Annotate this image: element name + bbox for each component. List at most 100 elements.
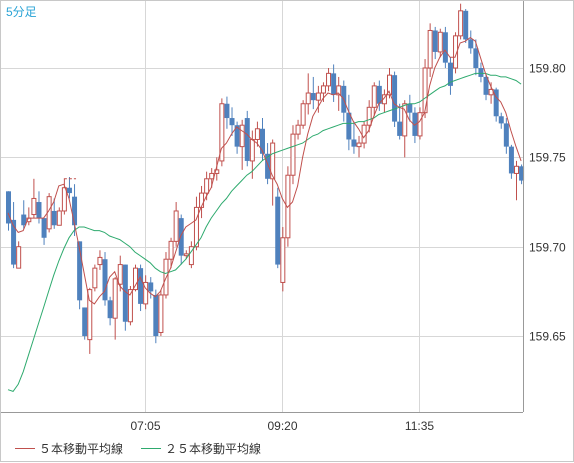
candle-body-down <box>508 146 514 174</box>
candle-body-down <box>346 112 352 140</box>
candle-body-up <box>254 128 260 140</box>
candle-body-up <box>188 246 194 266</box>
candle-body-up <box>305 92 311 105</box>
candle-body-up <box>173 210 179 242</box>
candle-body-up <box>168 240 174 260</box>
candle-body-down <box>473 48 479 69</box>
candle-body-down <box>122 264 128 322</box>
candle-body-up <box>249 138 255 162</box>
candle-body-down <box>72 196 78 226</box>
candle-body-up <box>437 31 443 53</box>
candle-body-up <box>427 29 433 69</box>
legend-line-ma5 <box>15 447 35 449</box>
candle-body-down <box>229 118 235 126</box>
candle-body-up <box>158 294 164 333</box>
candle-body-down <box>148 282 154 292</box>
candle-body-down <box>153 294 159 337</box>
candle-body-down <box>351 139 357 147</box>
candle-body-up <box>133 267 138 291</box>
candle-body-up <box>92 267 98 289</box>
candle-body-up <box>387 74 392 96</box>
candle-body-down <box>392 75 398 122</box>
candle-body-up <box>209 172 215 180</box>
candle-body-up <box>97 256 103 266</box>
candle-body-down <box>407 103 413 113</box>
candle-body-down <box>107 300 113 319</box>
candle-body-up <box>295 124 301 135</box>
candle-body-down <box>82 307 88 337</box>
candle-body-down <box>66 187 72 194</box>
x-tick-label: 11:35 <box>405 419 434 433</box>
legend-label-ma5: ５本移動平均線 <box>39 441 124 456</box>
candle-body-up <box>458 10 464 37</box>
candle-body-down <box>178 218 184 256</box>
chart-title: 5分足 <box>6 5 37 19</box>
candle-body-down <box>519 166 525 181</box>
legend-item-ma25: ２５本移動平均線 <box>141 440 261 457</box>
candle-body-up <box>300 103 306 126</box>
candle-body-up <box>320 85 326 94</box>
candle-body-down <box>503 123 509 147</box>
candle-body-down <box>138 268 144 304</box>
y-tick-label: 159.75 <box>529 151 566 165</box>
candle-body-up <box>453 35 459 69</box>
candle-body-up <box>214 169 220 174</box>
candle-body-up <box>290 133 296 176</box>
candle-body-up <box>183 253 189 257</box>
candle-body-down <box>77 241 83 301</box>
candle-body-up <box>56 210 62 226</box>
candle-body-up <box>219 103 225 162</box>
x-tick-label: 09:20 <box>267 419 297 433</box>
y-tick-label: 159.65 <box>529 330 566 344</box>
candle-body-down <box>244 118 250 161</box>
candle-body-down <box>498 116 504 124</box>
candle-body-up <box>514 165 519 174</box>
candle-body-down <box>224 103 230 119</box>
candle-body-up <box>270 142 276 180</box>
y-tick-label: 159.70 <box>529 241 566 255</box>
candle-body-down <box>41 218 47 238</box>
y-tick-label: 159.80 <box>529 62 566 76</box>
legend-line-ma25 <box>141 447 162 449</box>
candle-body-up <box>143 281 149 305</box>
ma5-line <box>7 36 522 305</box>
candle-body-down <box>260 128 265 154</box>
candle-body-down <box>447 62 453 86</box>
candle-body-down <box>468 39 474 49</box>
candle-body-up <box>16 246 22 269</box>
candle-body-down <box>36 202 42 219</box>
candle-body-down <box>432 30 438 52</box>
candle-body-down <box>6 191 11 224</box>
candle-body-down <box>51 210 57 226</box>
candle-body-up <box>117 264 123 285</box>
candle-body-down <box>234 125 240 147</box>
candle-layer <box>6 3 525 354</box>
legend-item-ma5: ５本移動平均線 <box>15 440 123 457</box>
candle-body-down <box>265 153 271 179</box>
candle-body-up <box>356 142 362 148</box>
candle-body-up <box>239 124 245 148</box>
candle-body-up <box>112 278 118 319</box>
candle-body-up <box>315 92 321 101</box>
x-tick-label: 07:05 <box>130 419 160 433</box>
candle-body-up <box>193 206 199 248</box>
legend-label-ma25: ２５本移動平均線 <box>165 441 262 456</box>
candle-body-down <box>376 85 382 104</box>
candle-body-up <box>280 237 286 283</box>
candle-body-down <box>478 68 484 77</box>
candle-body-down <box>331 73 337 95</box>
candle-body-down <box>102 259 108 301</box>
ma-layer <box>7 36 522 392</box>
candle-body-down <box>310 93 316 101</box>
candle-body-down <box>493 89 499 117</box>
candle-body-up <box>336 85 342 96</box>
candle-body-up <box>422 67 428 114</box>
candle-body-down <box>442 32 448 63</box>
candle-body-up <box>417 112 423 137</box>
candle-body-down <box>275 196 281 265</box>
candle-body-up <box>366 106 372 126</box>
candle-body-down <box>463 10 469 40</box>
candle-body-up <box>61 187 67 212</box>
